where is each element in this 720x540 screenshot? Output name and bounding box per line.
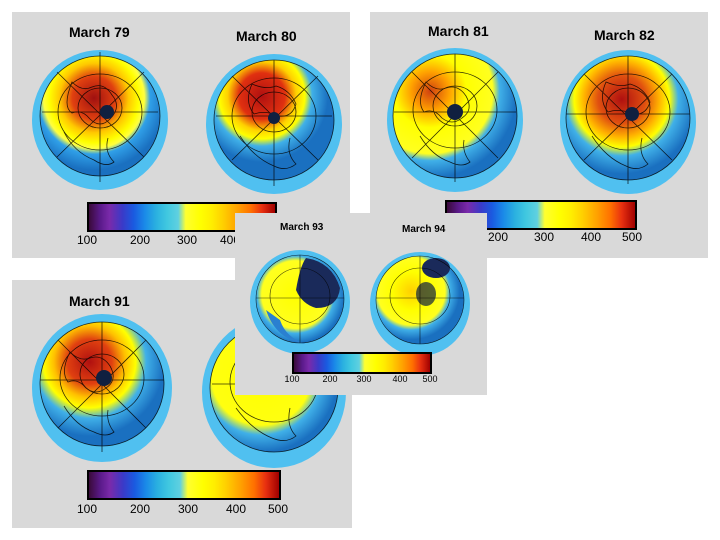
globe-march-94 — [370, 252, 470, 356]
scale-label: 200 — [487, 230, 509, 244]
title-march-81: March 81 — [428, 23, 489, 39]
panel-march-91: March 91 100 200 300 400 500 — [12, 280, 352, 528]
scale-label: 400 — [219, 233, 241, 247]
globe-march-91 — [32, 314, 172, 462]
title-march-79: March 79 — [69, 24, 130, 40]
color-scale-bar — [292, 352, 432, 374]
globe-march-80 — [206, 54, 342, 194]
color-scale-bar — [87, 470, 281, 500]
scale-label: 400 — [392, 374, 408, 384]
panel-march-93-94: March 93 March 94 100 200 300 400 500 — [236, 214, 486, 394]
title-march-82: March 82 — [594, 27, 655, 43]
title-march-80: March 80 — [236, 28, 297, 44]
scale-label: 300 — [356, 374, 372, 384]
scale-label: 400 — [580, 230, 602, 244]
scale-label: 500 — [422, 374, 438, 384]
globe-march-79 — [32, 50, 168, 190]
scale-label: 300 — [533, 230, 555, 244]
scale-label: 100 — [76, 233, 98, 247]
globe-march-93 — [250, 250, 350, 354]
globe-pair-93-94 — [250, 250, 470, 356]
title-march-94: March 94 — [402, 224, 446, 235]
scale-label: 200 — [129, 233, 151, 247]
scale-label: 100 — [76, 502, 98, 516]
scale-label: 300 — [176, 233, 198, 247]
globe-pair-79-80 — [32, 50, 342, 194]
scale-label: 400 — [225, 502, 247, 516]
title-march-93: March 93 — [280, 222, 324, 233]
scale-label: 500 — [621, 230, 643, 244]
globe-march-82 — [560, 50, 696, 194]
scale-label: 500 — [267, 502, 289, 516]
scale-label: 200 — [322, 374, 338, 384]
globe-pair-81-82 — [387, 48, 696, 194]
scale-label: 200 — [129, 502, 151, 516]
scale-label: 100 — [284, 374, 300, 384]
scale-label: 300 — [177, 502, 199, 516]
globe-march-81 — [387, 48, 523, 192]
title-march-91: March 91 — [69, 293, 130, 309]
